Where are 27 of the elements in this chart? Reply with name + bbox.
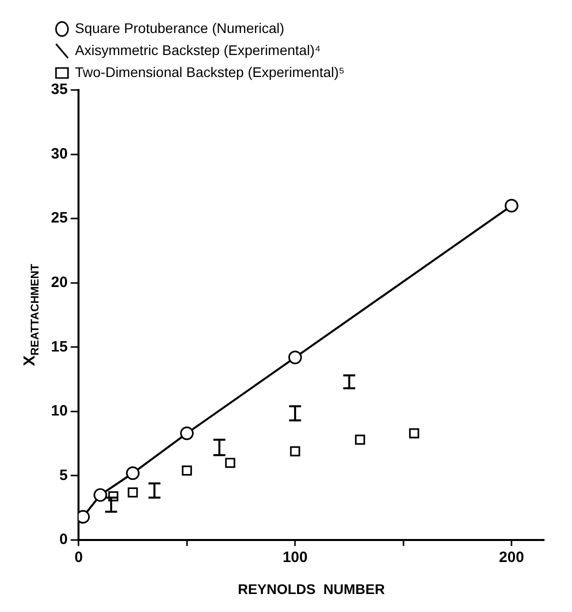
- point: [290, 446, 300, 456]
- point: [126, 466, 140, 480]
- y-tick-label: 0: [59, 531, 68, 548]
- y-tick-label: 30: [50, 145, 68, 162]
- point: [182, 466, 192, 476]
- y-tick-label: 10: [50, 402, 68, 420]
- point: [504, 198, 518, 213]
- legend-label: Two-Dimensional Backstep (Experimental)⁵: [75, 64, 345, 80]
- y-tick-label: 5: [59, 466, 68, 484]
- point: [288, 350, 302, 364]
- point: [225, 458, 236, 468]
- y-tick-label: 35: [50, 81, 68, 98]
- x-tick-label: 100: [282, 549, 308, 566]
- y-tick-label: 15: [50, 338, 68, 356]
- x-tick-label: 0: [74, 549, 83, 566]
- point: [180, 426, 194, 440]
- point: [409, 428, 420, 438]
- point: [128, 487, 138, 498]
- x-tick-label: 200: [499, 549, 524, 566]
- point: [94, 488, 108, 502]
- x-axis-title: REYNOLDS NUMBER: [238, 580, 385, 597]
- legend-label: Square Protuberance (Numerical): [75, 20, 284, 36]
- y-tick-label: 20: [50, 274, 68, 291]
- point: [354, 434, 366, 445]
- legend-label: Axisymmetric Backstep (Experimental)⁴: [75, 42, 321, 58]
- y-tick-label: 25: [50, 210, 68, 227]
- y-axis-title: XREATTACHMENT: [21, 264, 42, 366]
